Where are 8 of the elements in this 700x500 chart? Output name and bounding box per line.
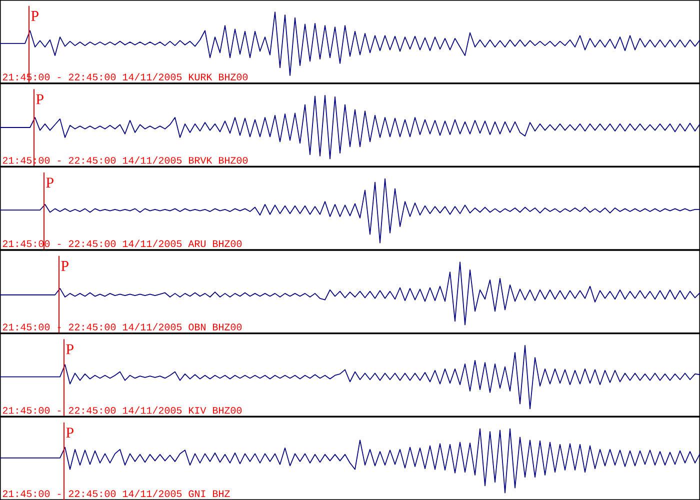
annotation: P (36, 94, 44, 104)
annotation: 21:45:00 - 22:45:00 14/11/2005 GNI BHZ (2, 490, 230, 498)
annotation: P (66, 428, 74, 438)
annotation: P (46, 178, 54, 188)
annotation: 21:45:00 - 22:45:00 14/11/2005 KIV BHZ00 (2, 406, 242, 414)
annotation: P (66, 344, 74, 354)
annotation: P (31, 11, 38, 21)
annotation: P (61, 261, 68, 271)
